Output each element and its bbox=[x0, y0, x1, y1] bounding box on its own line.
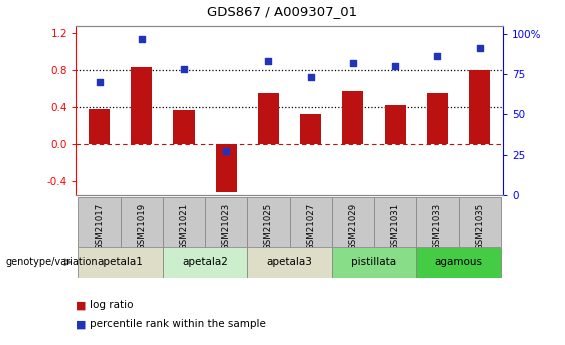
FancyBboxPatch shape bbox=[120, 197, 163, 247]
FancyBboxPatch shape bbox=[459, 197, 501, 247]
Bar bbox=[385, 105, 406, 144]
Point bbox=[180, 67, 189, 72]
Text: GSM21029: GSM21029 bbox=[349, 203, 358, 250]
FancyBboxPatch shape bbox=[247, 197, 289, 247]
Point bbox=[264, 59, 273, 64]
Bar bbox=[300, 114, 321, 144]
Point bbox=[390, 63, 399, 69]
Text: GSM21025: GSM21025 bbox=[264, 203, 273, 250]
Point bbox=[349, 60, 358, 66]
Bar bbox=[216, 144, 237, 192]
Point bbox=[306, 75, 315, 80]
Text: GSM21035: GSM21035 bbox=[475, 203, 484, 250]
Text: apetala3: apetala3 bbox=[267, 257, 312, 267]
Point bbox=[95, 79, 104, 85]
Bar bbox=[258, 93, 279, 144]
FancyBboxPatch shape bbox=[332, 197, 374, 247]
Text: GSM21027: GSM21027 bbox=[306, 203, 315, 250]
Text: agamous: agamous bbox=[434, 257, 483, 267]
Bar bbox=[469, 70, 490, 144]
FancyBboxPatch shape bbox=[163, 247, 247, 278]
FancyBboxPatch shape bbox=[79, 247, 163, 278]
Bar bbox=[89, 109, 110, 144]
FancyBboxPatch shape bbox=[79, 197, 120, 247]
Text: GSM21017: GSM21017 bbox=[95, 203, 104, 250]
Point bbox=[221, 149, 231, 154]
FancyBboxPatch shape bbox=[205, 197, 247, 247]
Text: GSM21021: GSM21021 bbox=[180, 203, 189, 250]
Text: ■: ■ bbox=[76, 300, 87, 310]
Bar bbox=[131, 67, 153, 144]
Text: GSM21023: GSM21023 bbox=[221, 203, 231, 250]
Bar bbox=[173, 110, 194, 144]
FancyBboxPatch shape bbox=[332, 247, 416, 278]
FancyBboxPatch shape bbox=[416, 197, 459, 247]
Text: apetala1: apetala1 bbox=[98, 257, 144, 267]
Text: log ratio: log ratio bbox=[90, 300, 134, 310]
Point bbox=[433, 54, 442, 59]
Text: genotype/variation: genotype/variation bbox=[6, 257, 98, 267]
Point bbox=[137, 36, 146, 41]
Text: GDS867 / A009307_01: GDS867 / A009307_01 bbox=[207, 5, 358, 18]
Text: GSM21019: GSM21019 bbox=[137, 203, 146, 250]
Point bbox=[475, 46, 484, 51]
Text: GSM21033: GSM21033 bbox=[433, 203, 442, 250]
Bar bbox=[342, 90, 363, 144]
FancyBboxPatch shape bbox=[289, 197, 332, 247]
FancyBboxPatch shape bbox=[374, 197, 416, 247]
Text: percentile rank within the sample: percentile rank within the sample bbox=[90, 319, 266, 329]
FancyBboxPatch shape bbox=[247, 247, 332, 278]
Text: apetala2: apetala2 bbox=[182, 257, 228, 267]
FancyBboxPatch shape bbox=[416, 247, 501, 278]
Text: pistillata: pistillata bbox=[351, 257, 397, 267]
FancyBboxPatch shape bbox=[163, 197, 205, 247]
Text: GSM21031: GSM21031 bbox=[390, 203, 399, 250]
Text: ■: ■ bbox=[76, 319, 87, 329]
Bar bbox=[427, 93, 448, 144]
